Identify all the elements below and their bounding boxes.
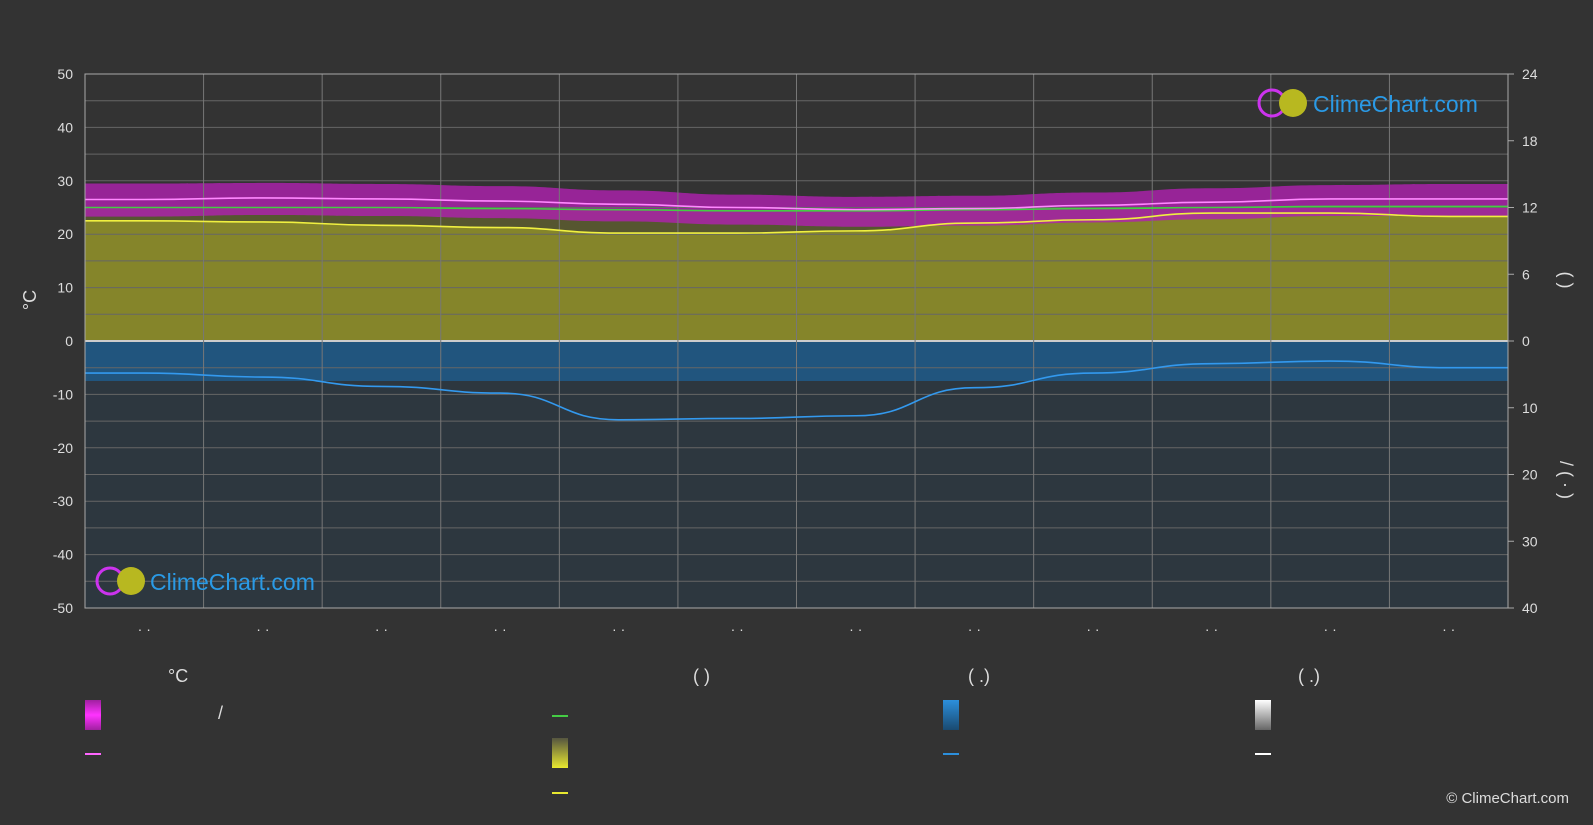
watermark-logo-bottom: ClimeChart.com	[95, 566, 315, 596]
x-tick-label: · ·	[1086, 621, 1099, 637]
left-tick-label: -40	[53, 547, 73, 563]
x-tick-label: · ·	[849, 621, 862, 637]
right-tick-label: 18	[1522, 133, 1538, 149]
left-tick-label: 20	[57, 226, 73, 242]
legend-col4-header: ( .)	[1298, 666, 1320, 686]
watermark-logo-top: ClimeChart.com	[1257, 88, 1478, 118]
right-tick-label: 30	[1522, 533, 1538, 549]
x-tick-label: · ·	[1324, 621, 1337, 637]
x-tick-label: · ·	[493, 621, 506, 637]
left-tick-label: 10	[57, 280, 73, 296]
legend-max-temp-line	[85, 753, 101, 755]
right-tick-label: 10	[1522, 400, 1538, 416]
x-tick-label: · ·	[731, 621, 744, 637]
legend-sunshine-swatch	[552, 738, 568, 768]
legend-precip-line	[943, 753, 959, 755]
right-tick-label: 20	[1522, 467, 1538, 483]
chart-grid	[85, 73, 1508, 609]
left-axis-label: °C	[20, 290, 40, 310]
x-tick-label: · ·	[1442, 621, 1455, 637]
left-tick-label: -10	[53, 386, 73, 402]
right-tick-label: 12	[1522, 200, 1538, 216]
right-axis-ticks: 24 18 12 6 0 10 20 30 40	[1508, 66, 1538, 616]
x-axis-ticks: · · · · · · · · · · · · · · · · · · · · · · · ·	[138, 621, 1456, 637]
legend-col1-header: °C	[168, 666, 189, 686]
right-tick-label: 0	[1522, 333, 1530, 349]
daylight-line	[85, 205, 1508, 212]
right-tick-label: 24	[1522, 66, 1538, 82]
max-temp-line	[84, 197, 1508, 211]
legend-precip-swatch	[943, 700, 959, 730]
x-tick-label: · ·	[138, 621, 151, 637]
legend-snow-line	[1255, 753, 1271, 755]
legend-col1-slash: /	[218, 703, 224, 723]
left-tick-label: 30	[57, 173, 73, 189]
left-tick-label: -50	[53, 600, 73, 616]
x-tick-label: · ·	[968, 621, 981, 637]
left-tick-label: 0	[65, 333, 73, 349]
x-tick-label: · ·	[1205, 621, 1218, 637]
legend-sunshine-line	[552, 792, 568, 794]
logo-sun-icon	[117, 567, 145, 595]
legend-col2-header: ( )	[693, 666, 710, 686]
legend-snow-swatch	[1255, 700, 1271, 730]
x-tick-label: · ·	[256, 621, 269, 637]
left-tick-label: -30	[53, 493, 73, 509]
watermark-text-top: ClimeChart.com	[1313, 91, 1478, 117]
left-tick-label: 50	[57, 66, 73, 82]
right-axis-label-bottom: / ( · )	[1556, 461, 1576, 499]
copyright: © ClimeChart.com	[1446, 790, 1569, 807]
x-tick-label: · ·	[375, 621, 388, 637]
right-tick-label: 6	[1522, 266, 1530, 282]
watermark-text-bottom: ClimeChart.com	[150, 569, 315, 595]
logo-sun-icon	[1279, 89, 1307, 117]
legend-daylight-line	[552, 715, 568, 717]
chart-lines	[84, 197, 1509, 421]
left-tick-label: -20	[53, 440, 73, 456]
sunshine-line	[85, 212, 1508, 234]
right-tick-label: 40	[1522, 600, 1538, 616]
right-axis-label-top: ( )	[1556, 272, 1576, 289]
x-tick-label: · ·	[612, 621, 625, 637]
precipitation-line	[85, 360, 1509, 421]
legend-temp-range-swatch	[85, 700, 101, 730]
legend-col3-header: ( .)	[968, 666, 990, 686]
left-tick-label: 40	[57, 119, 73, 135]
left-axis-ticks: 50 40 30 20 10 0 -10 -20 -30 -40 -50	[53, 66, 73, 616]
